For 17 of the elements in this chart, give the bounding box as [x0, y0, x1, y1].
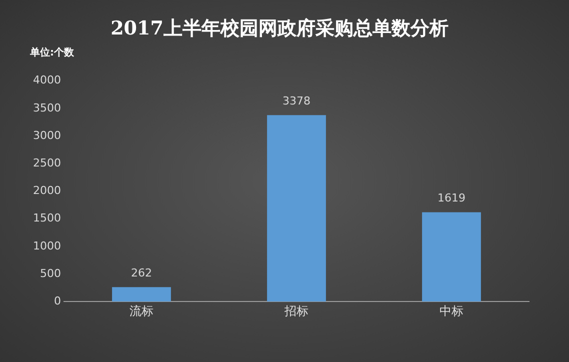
chart-title: 2017上半年校园网政府采购总单数分析: [110, 17, 448, 40]
x-tick-label: 流标: [129, 304, 154, 318]
data-label: 262: [130, 266, 152, 280]
y-tick-label: 3000: [32, 128, 61, 142]
x-tick-label: 中标: [440, 304, 464, 318]
y-tick-label: 3500: [32, 101, 61, 114]
x-tick-label: 招标: [283, 304, 308, 318]
y-tick-label: 1500: [32, 212, 61, 225]
data-label: 3378: [282, 94, 310, 108]
y-tick-label: 1000: [32, 239, 61, 252]
y-tick-label: 2000: [32, 184, 61, 198]
y-tick-label: 0: [54, 294, 61, 308]
y-tick-label: 4000: [32, 74, 61, 87]
y-tick-label: 500: [40, 266, 61, 280]
data-label: 1619: [438, 192, 466, 205]
y-tick-label: 2500: [32, 156, 61, 170]
y-axis-title: 单位:个数: [29, 46, 75, 59]
